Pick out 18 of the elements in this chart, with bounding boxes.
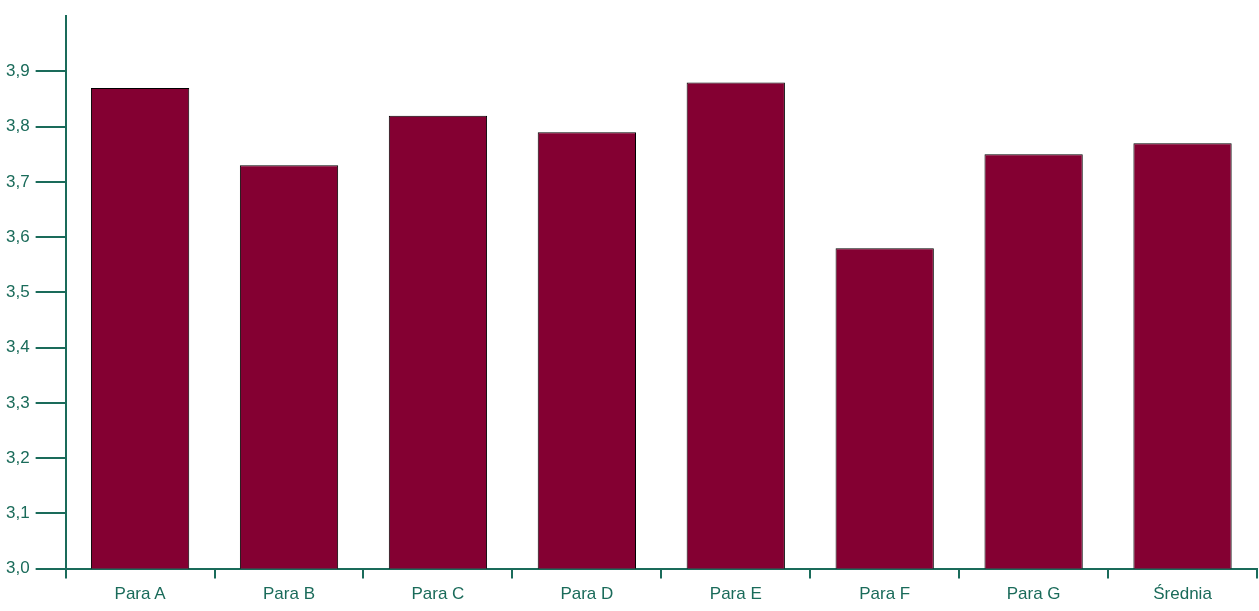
y-tick-label: 3,1 [5, 503, 30, 523]
y-tick-label: 3,4 [5, 337, 30, 357]
x-tick-label: Para C [411, 584, 465, 604]
x-tick-label: Para F [859, 584, 911, 604]
x-tick-label: Para B [263, 584, 316, 604]
x-tick-label: Para G [1006, 584, 1061, 604]
y-tick-label: 3,2 [5, 447, 30, 467]
x-tick-label: Para E [709, 584, 762, 604]
y-tick-label: 3,8 [5, 116, 30, 136]
x-tick-label: Para A [114, 584, 167, 604]
y-tick-label: 3,9 [5, 61, 30, 81]
y-tick-label: 3,7 [5, 171, 30, 191]
y-tick-label: 3,5 [5, 282, 30, 302]
x-tick-label: Para D [560, 584, 614, 604]
x-tick-label: Średnia [1153, 584, 1213, 604]
y-tick-label: 3,0 [5, 558, 30, 578]
y-tick-label: 3,6 [5, 226, 30, 246]
y-tick-label: 3,3 [5, 392, 30, 412]
